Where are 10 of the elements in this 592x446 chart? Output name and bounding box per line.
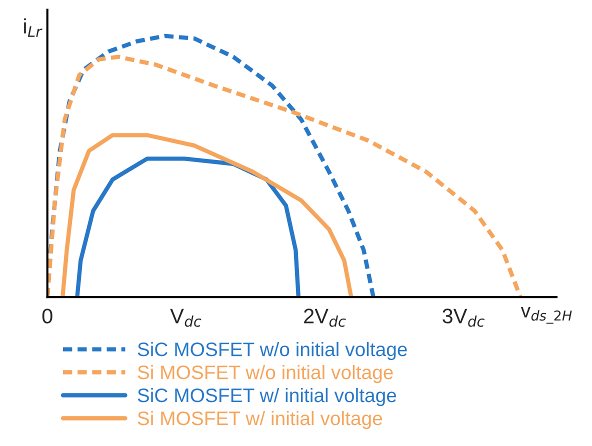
x-axis-title: v$_{ds_2H}$ — [520, 307, 572, 324]
legend-label: SiC MOSFET w/ initial voltage — [138, 388, 396, 406]
y-axis-title: i$_{Lr}$ — [24, 18, 42, 37]
legend-label: SiC MOSFET w/o initial voltage — [138, 342, 407, 360]
x-tick-label: V$_{dc}$ — [170, 308, 202, 327]
x-tick-label: 0 — [42, 308, 52, 324]
legend-label: Si MOSFET w/ initial voltage — [138, 410, 382, 430]
x-tick-label: 2V$_{dc}$ — [304, 308, 346, 327]
x-tick-label: 3V$_{dc}$ — [442, 308, 485, 327]
legend-label: Si MOSFET w/o initial voltage — [138, 364, 393, 384]
